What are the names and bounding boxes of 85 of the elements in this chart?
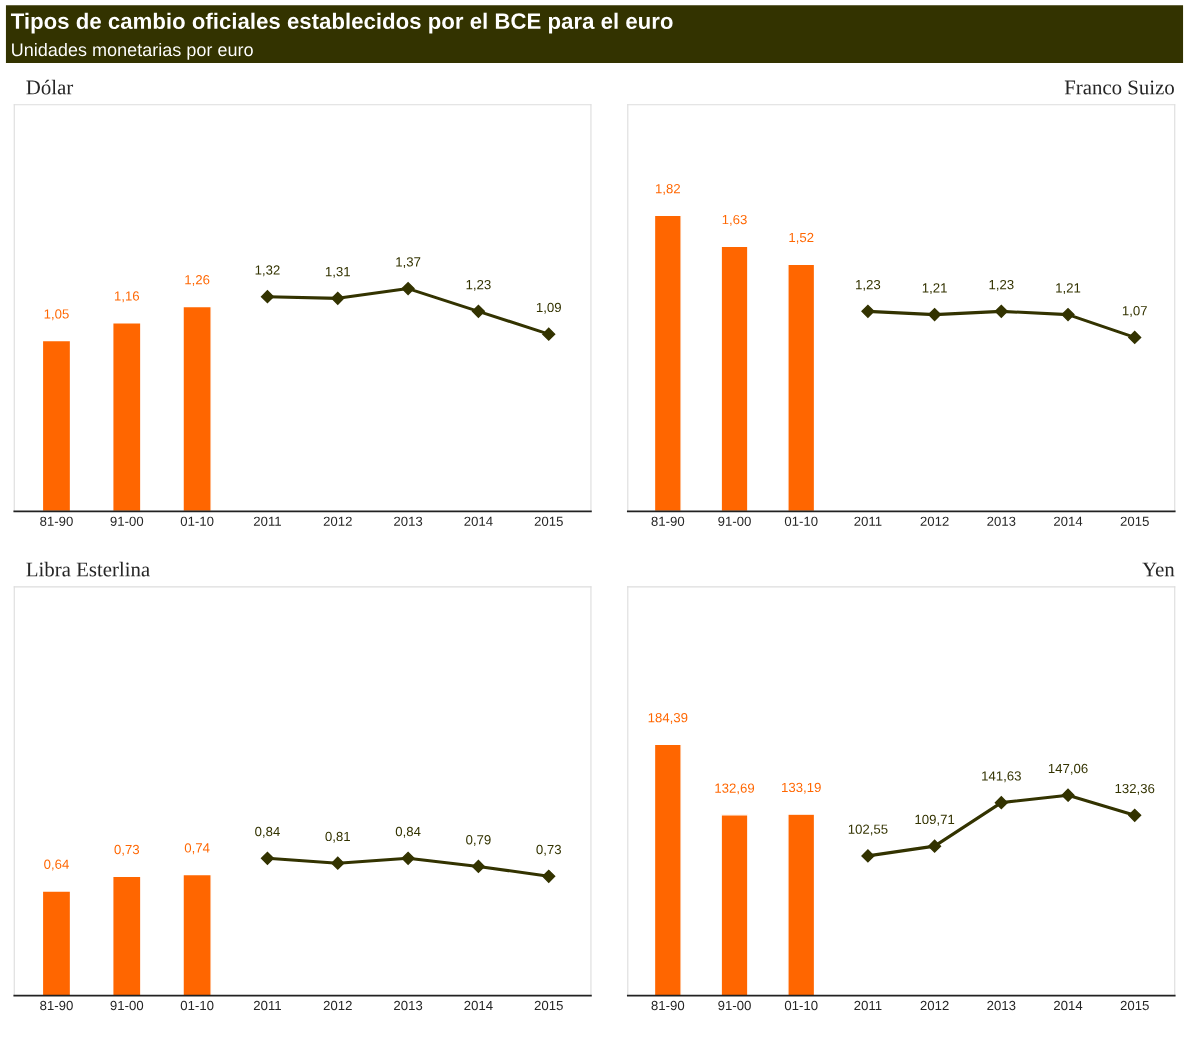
point xyxy=(1128,808,1142,822)
data-label: 0,64 xyxy=(44,859,69,871)
data-label: 1,23 xyxy=(466,279,491,291)
x-tick-label: 2015 xyxy=(534,516,563,526)
x-tick-label: 2014 xyxy=(464,516,493,526)
data-label: 1,63 xyxy=(722,214,747,226)
data-label: 1,09 xyxy=(536,302,561,314)
x-tick-label: 2011 xyxy=(854,516,882,526)
x-tick-label: 91-00 xyxy=(718,1000,751,1011)
point xyxy=(542,869,556,883)
point xyxy=(471,859,486,874)
data-label: 1,23 xyxy=(989,279,1014,291)
data-label: 1,82 xyxy=(655,184,680,195)
x-tick-label: 2013 xyxy=(987,1000,1016,1011)
data-label: 0,79 xyxy=(466,835,491,846)
x-tick-label: 81-90 xyxy=(40,1000,73,1011)
data-label: 1,21 xyxy=(922,283,947,295)
data-label: 1,23 xyxy=(856,279,881,291)
data-label: 0,74 xyxy=(184,843,210,855)
point xyxy=(401,282,415,296)
x-tick-label: 2015 xyxy=(534,1000,563,1011)
x-tick-label: 2011 xyxy=(253,1000,281,1011)
x-tick-label: 2013 xyxy=(987,516,1016,526)
point xyxy=(471,304,486,318)
data-label: 0,73 xyxy=(536,844,561,856)
point xyxy=(401,851,415,865)
x-tick-label: 01-10 xyxy=(784,1000,818,1011)
x-tick-label: 81-90 xyxy=(651,516,685,526)
x-tick-label: 91-00 xyxy=(110,1000,144,1011)
data-label: 184,39 xyxy=(648,712,688,724)
data-label: 132,69 xyxy=(715,783,755,795)
point xyxy=(1061,788,1075,802)
data-label: 1,16 xyxy=(114,291,140,303)
point xyxy=(331,856,345,870)
x-tick-label: 2011 xyxy=(253,516,281,526)
x-tick-label: 01-10 xyxy=(180,516,214,526)
data-label: 109,71 xyxy=(915,814,955,826)
chart-title: Libra Esterlina xyxy=(26,561,150,577)
chart-title: Yen xyxy=(1142,562,1175,577)
data-label: 1,21 xyxy=(1056,283,1081,295)
point xyxy=(260,851,275,865)
data-label: 141,63 xyxy=(982,771,1021,783)
point xyxy=(542,327,556,341)
text: Unidades monetarias por euro xyxy=(12,42,253,60)
data-label: 132,36 xyxy=(1115,783,1155,795)
data-label: 1,05 xyxy=(44,309,69,321)
x-tick-label: 2012 xyxy=(920,516,949,526)
data-label: 1,26 xyxy=(185,275,210,286)
x-tick-label: 91-00 xyxy=(718,516,751,526)
text: Tipos de cambio oficiales establecidos por el BCE para el euro xyxy=(10,12,673,34)
point xyxy=(331,291,345,305)
x-tick-label: 91-00 xyxy=(110,516,144,526)
x-tick-label: 2012 xyxy=(323,1000,352,1011)
data-label: 133,19 xyxy=(782,782,821,794)
x-tick-label: 2013 xyxy=(394,516,423,526)
point xyxy=(260,290,275,304)
x-tick-label: 2015 xyxy=(1120,516,1149,526)
data-label: 1,37 xyxy=(396,257,421,269)
x-tick-label: 2012 xyxy=(920,1000,949,1011)
x-tick-label: 2012 xyxy=(323,516,352,526)
point xyxy=(994,796,1008,810)
x-tick-label: 2011 xyxy=(854,1000,882,1011)
data-label: 0,84 xyxy=(255,826,280,838)
data-label: 1,32 xyxy=(255,265,280,277)
data-label: 147,06 xyxy=(1048,763,1088,775)
data-label: 1,07 xyxy=(1122,305,1147,317)
x-tick-label: 01-10 xyxy=(784,516,818,526)
data-label: 102,55 xyxy=(848,824,888,836)
x-tick-label: 2014 xyxy=(1054,1000,1083,1011)
chart-title: Dólar xyxy=(26,79,74,95)
data-label: 0,81 xyxy=(325,831,350,843)
x-tick-label: 81-90 xyxy=(651,1000,685,1011)
data-label: 1,52 xyxy=(789,232,814,244)
x-tick-label: 81-90 xyxy=(40,516,73,526)
data-label: 1,31 xyxy=(325,266,350,278)
data-label: 0,73 xyxy=(114,844,140,856)
x-tick-label: 2013 xyxy=(394,1000,423,1011)
x-tick-label: 2014 xyxy=(464,1000,493,1011)
x-tick-label: 2014 xyxy=(1054,516,1083,526)
point xyxy=(861,849,875,863)
point xyxy=(928,839,942,853)
chart-title: Franco Suizo xyxy=(1064,80,1174,95)
data-label: 0,84 xyxy=(395,826,421,838)
x-tick-label: 01-10 xyxy=(180,1000,214,1011)
x-tick-label: 2015 xyxy=(1120,1000,1149,1011)
